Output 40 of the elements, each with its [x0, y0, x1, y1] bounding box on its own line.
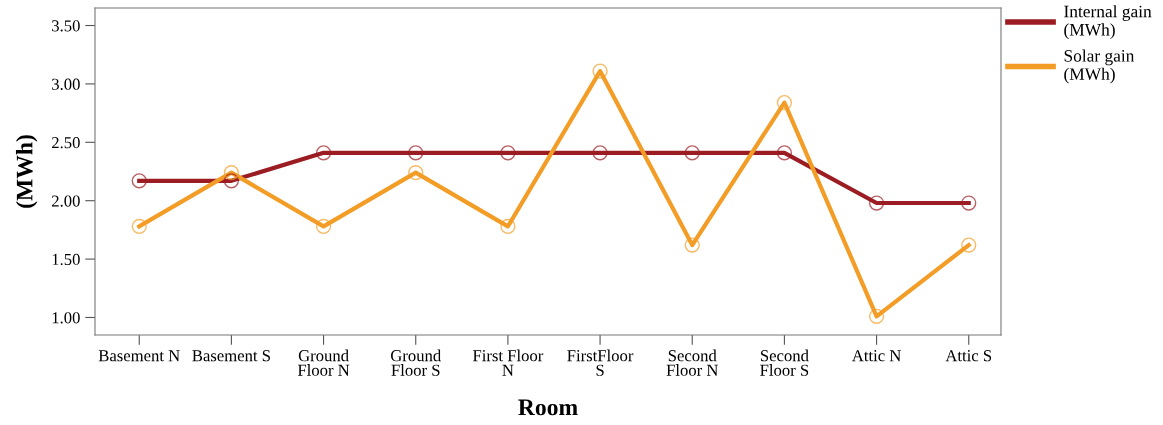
- point: [500, 218, 516, 235]
- point: [315, 145, 332, 161]
- x-tick-label: Attic S: [945, 350, 992, 362]
- x-tick-label: FirstFloor S: [567, 349, 634, 376]
- y-tick-label: 1.00: [52, 312, 80, 324]
- x-tick-label: Second Floor S: [760, 349, 809, 376]
- point: [868, 195, 885, 211]
- y-tick-label: 3.50: [52, 20, 80, 32]
- legend-label: Internal gain (MWh): [1064, 5, 1152, 40]
- x-axis-title: Room: [518, 399, 578, 416]
- point: [500, 145, 516, 161]
- point: [131, 173, 147, 189]
- point: [776, 145, 793, 161]
- point: [408, 165, 424, 181]
- point: [408, 145, 424, 161]
- point: [592, 63, 608, 79]
- x-tick-label: Second Floor N: [666, 349, 719, 376]
- x-tick-label: Ground Floor N: [297, 349, 350, 376]
- point: [961, 237, 977, 253]
- x-tick-label: Attic N: [851, 350, 901, 362]
- point: [131, 218, 147, 235]
- y-tick-label: 3.00: [52, 78, 80, 90]
- y-tick-label: 1.50: [52, 253, 80, 266]
- point: [684, 145, 700, 161]
- x-tick-label: Basement N: [98, 350, 180, 362]
- point: [223, 165, 240, 181]
- point: [961, 195, 977, 211]
- point: [868, 308, 885, 324]
- x-tick-label: Ground Floor S: [390, 349, 441, 376]
- point: [776, 94, 793, 111]
- point: [223, 173, 240, 189]
- x-tick-label: Basement S: [192, 350, 270, 362]
- x-tick-label: First Floor N: [472, 349, 544, 376]
- y-tick-label: 2.00: [51, 195, 80, 207]
- point: [684, 237, 700, 253]
- point: [592, 145, 608, 161]
- y-tick-label: 2.50: [51, 137, 80, 149]
- point: [315, 218, 332, 235]
- y-axis-title: (MWh): [15, 135, 38, 208]
- legend-label: Solar gain (MWh): [1064, 49, 1135, 84]
